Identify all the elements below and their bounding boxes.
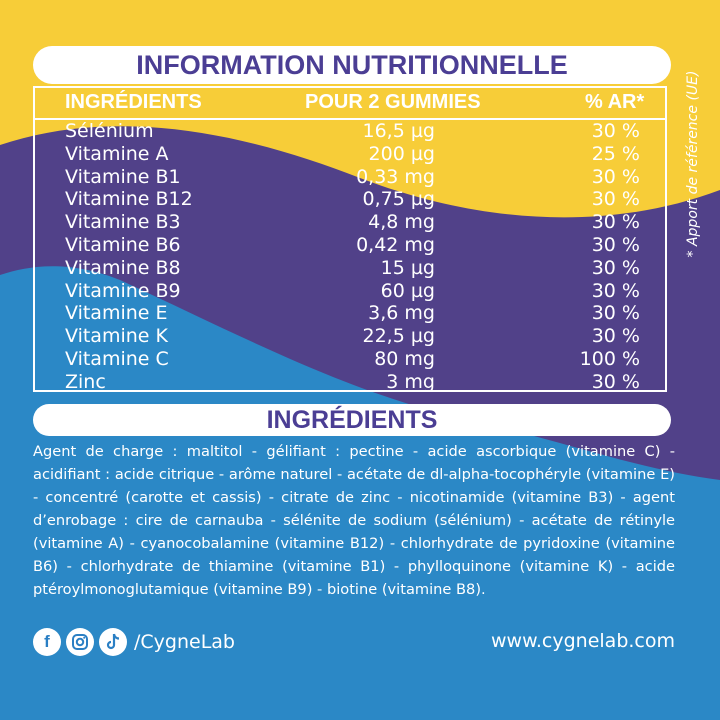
row-amount: 22,5 µg <box>362 325 436 348</box>
table-row: Sélénium 16,5 µg 30 % <box>35 120 667 143</box>
row-name: Vitamine B8 <box>65 256 181 279</box>
row-amount: 60 µg <box>380 279 435 302</box>
header-ingredients: INGRÉDIENTS <box>65 91 202 113</box>
table-row: Vitamine K 22,5 µg 30 % <box>35 325 667 348</box>
ingredients-title: INGRÉDIENTS <box>33 404 671 436</box>
row-amount: 3,6 mg <box>368 302 435 325</box>
row-amount: 200 µg <box>368 142 435 165</box>
ingredients-list: Agent de charge : maltitol - gélifiant :… <box>33 443 675 598</box>
footer: f /CygneLab www.cygnelab.com <box>0 625 720 659</box>
table-row: Vitamine B12 0,75 µg 30 % <box>35 188 667 211</box>
table-row: Vitamine B9 60 µg 30 % <box>35 280 667 303</box>
nutrition-table-body: Sélénium 16,5 µg 30 % Vitamine A 200 µg 25 % V… <box>35 120 667 394</box>
row-name: Vitamine E <box>65 302 168 325</box>
table-row: Vitamine E 3,6 mg 30 % <box>35 302 667 325</box>
table-row: Vitamine B8 15 µg 30 % <box>35 257 667 280</box>
row-percent: 30 % <box>591 370 640 393</box>
row-name: Vitamine B12 <box>65 188 193 211</box>
header-ar: % AR* <box>585 91 645 113</box>
row-name: Vitamine K <box>65 325 168 348</box>
row-amount: 0,75 µg <box>362 188 436 211</box>
table-row: Zinc 3 mg 30 % <box>35 371 667 394</box>
tiktok-icon[interactable] <box>99 628 127 656</box>
table-row: Vitamine A 200 µg 25 % <box>35 143 667 166</box>
row-percent: 30 % <box>591 279 640 302</box>
row-name: Vitamine B1 <box>65 165 181 188</box>
nutrition-table-header: INGRÉDIENTS POUR 2 GUMMIES % AR* <box>35 88 667 118</box>
table-row: Vitamine B3 4,8 mg 30 % <box>35 211 667 234</box>
table-row: Vitamine C 80 mg 100 % <box>35 348 667 371</box>
nutrition-title: INFORMATION NUTRITIONNELLE <box>33 46 671 84</box>
row-name: Sélénium <box>65 120 154 142</box>
website-link[interactable]: www.cygnelab.com <box>491 630 675 652</box>
table-row: Vitamine B1 0,33 mg 30 % <box>35 166 667 189</box>
row-percent: 30 % <box>591 325 640 348</box>
row-amount: 16,5 µg <box>362 120 436 142</box>
header-divider <box>35 118 667 120</box>
row-amount: 0,33 mg <box>356 165 435 188</box>
social-handle[interactable]: /CygneLab <box>134 631 235 653</box>
row-amount: 80 mg <box>374 347 435 370</box>
header-dose: POUR 2 GUMMIES <box>305 91 481 113</box>
row-percent: 30 % <box>591 302 640 325</box>
row-percent: 25 % <box>591 142 640 165</box>
row-percent: 30 % <box>591 188 640 211</box>
row-percent: 30 % <box>591 256 640 279</box>
nutrition-table-border <box>33 86 667 392</box>
table-row: Vitamine B6 0,42 mg 30 % <box>35 234 667 257</box>
row-name: Vitamine C <box>65 347 169 370</box>
reference-footnote: * Apport de référence (UE) <box>685 70 701 258</box>
row-name: Zinc <box>65 370 106 393</box>
row-amount: 4,8 mg <box>368 211 435 234</box>
row-name: Vitamine B9 <box>65 279 181 302</box>
row-percent: 100 % <box>579 347 640 370</box>
row-percent: 30 % <box>591 233 640 256</box>
row-percent: 30 % <box>591 120 640 142</box>
row-name: Vitamine B3 <box>65 211 181 234</box>
instagram-icon[interactable] <box>66 628 94 656</box>
social-links: f /CygneLab <box>33 625 235 659</box>
row-name: Vitamine A <box>65 142 169 165</box>
row-percent: 30 % <box>591 211 640 234</box>
row-amount: 3 mg <box>386 370 435 393</box>
facebook-icon[interactable]: f <box>33 628 61 656</box>
row-percent: 30 % <box>591 165 640 188</box>
row-amount: 15 µg <box>380 256 435 279</box>
row-name: Vitamine B6 <box>65 233 181 256</box>
row-amount: 0,42 mg <box>356 233 435 256</box>
